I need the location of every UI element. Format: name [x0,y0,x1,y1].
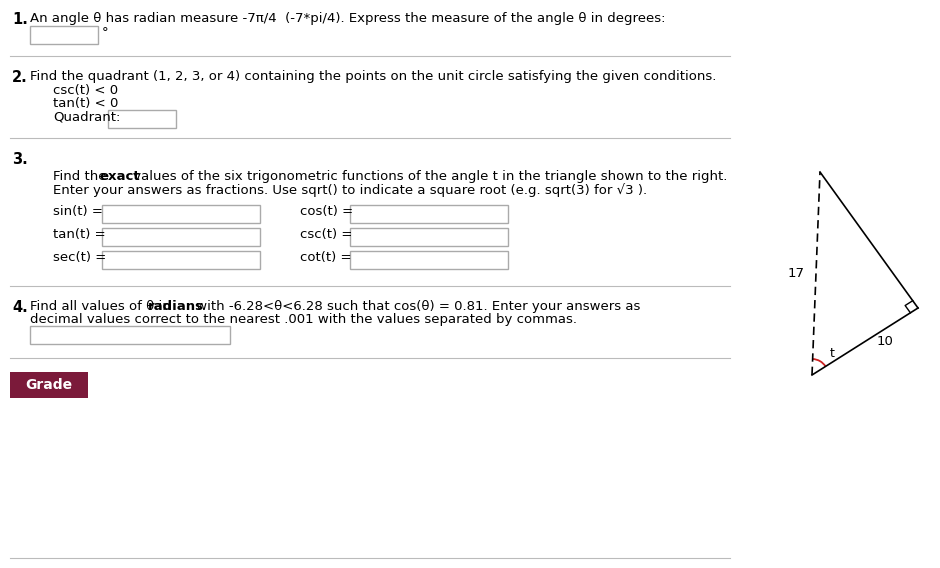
Bar [350,228,508,246]
Text: with -6.28<θ<6.28 such that cos(θ) = 0.81. Enter your answers as: with -6.28<θ<6.28 such that cos(θ) = 0.8… [192,300,640,313]
Text: cot(t) =: cot(t) = [300,251,352,264]
Text: decimal values correct to the nearest .001 with the values separated by commas.: decimal values correct to the nearest .0… [30,313,577,326]
Bar [102,251,260,269]
Text: sec(t) =: sec(t) = [53,251,106,264]
Text: An angle θ has radian measure -7π/4  (-7*pi/4). Express the measure of the angle: An angle θ has radian measure -7π/4 (-7*… [30,12,666,25]
Bar [30,326,230,344]
Bar [102,205,260,223]
Text: Find all values of θ in: Find all values of θ in [30,300,175,313]
Text: °: ° [102,26,109,39]
Bar [30,26,98,44]
Text: Grade: Grade [25,378,72,392]
Text: Find the: Find the [53,170,111,183]
Text: 3.: 3. [12,152,28,167]
Text: values of the six trigonometric functions of the angle t in the triangle shown t: values of the six trigonometric function… [129,170,728,183]
Bar [108,110,176,128]
Text: Enter your answers as fractions. Use sqrt() to indicate a square root (e.g. sqrt: Enter your answers as fractions. Use sqr… [53,183,647,197]
Text: 17: 17 [788,267,805,280]
Bar [350,205,508,223]
Text: csc(t) < 0: csc(t) < 0 [53,84,118,97]
Text: csc(t) =: csc(t) = [300,228,352,241]
Text: tan(t) =: tan(t) = [53,228,105,241]
Text: t: t [830,347,835,360]
Text: 1.: 1. [12,12,28,27]
Text: 4.: 4. [12,300,28,315]
Text: radians: radians [148,300,204,313]
Text: cos(t) =: cos(t) = [300,205,353,218]
Bar [10,372,88,398]
Text: 2.: 2. [12,70,28,85]
Text: 10: 10 [877,335,894,348]
Text: Find the quadrant (1, 2, 3, or 4) containing the points on the unit circle satis: Find the quadrant (1, 2, 3, or 4) contai… [30,70,716,83]
Bar [350,251,508,269]
Text: Quadrant:: Quadrant: [53,110,120,123]
Bar [102,228,260,246]
Text: exact: exact [99,170,140,183]
Text: tan(t) < 0: tan(t) < 0 [53,97,118,110]
Text: sin(t) =: sin(t) = [53,205,102,218]
